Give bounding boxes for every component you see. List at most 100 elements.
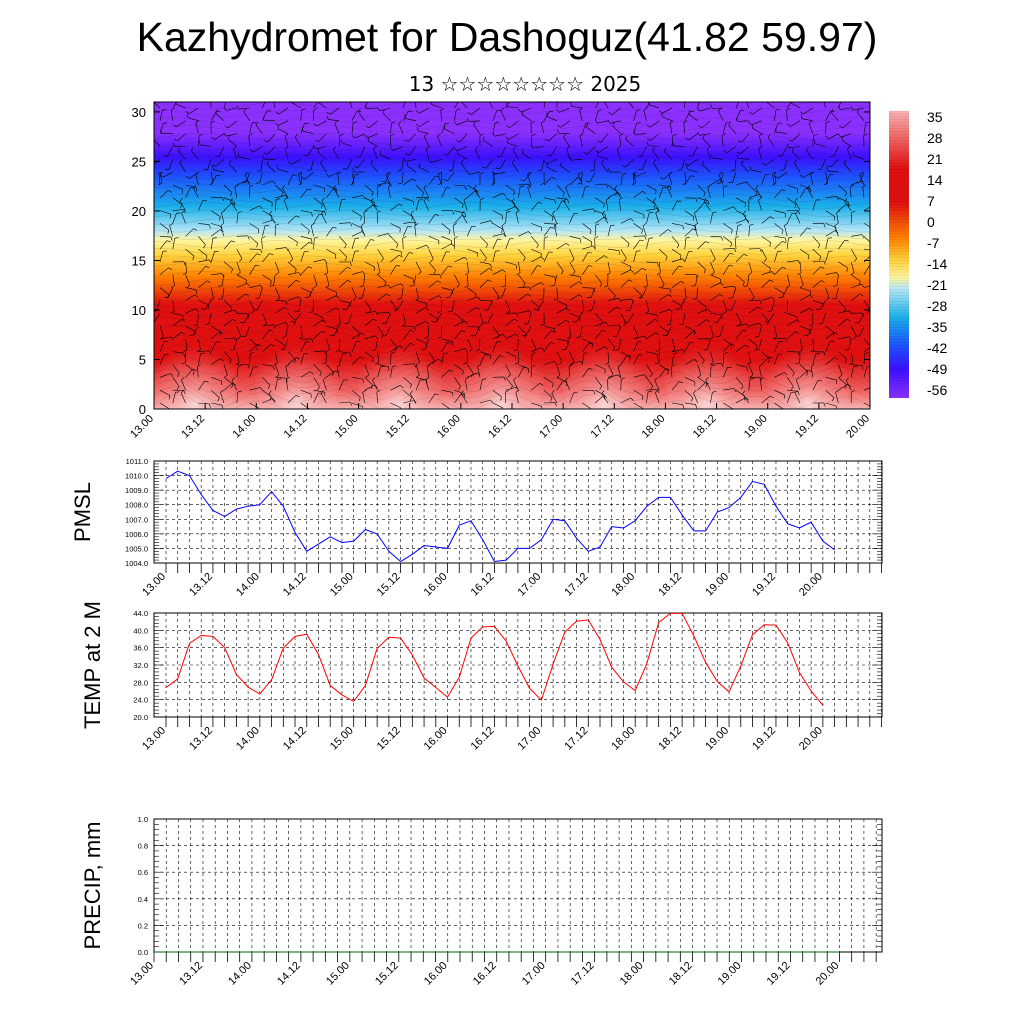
wind-barb (236, 325, 242, 340)
wind-barb (185, 228, 198, 237)
wind-barb (671, 402, 684, 409)
wind-barb (198, 380, 209, 391)
wind-barb (362, 389, 367, 404)
wind-barb (196, 338, 201, 353)
wind-barb (505, 211, 511, 224)
y-tick-label: 0.6 (138, 868, 148, 877)
wind-barb (851, 234, 865, 239)
wind-barb (722, 300, 728, 314)
wind-barb (322, 376, 327, 391)
wind-barb (370, 198, 378, 211)
y-tick-label: 0.8 (138, 842, 148, 851)
wind-barb (595, 322, 609, 327)
wind-barb (723, 402, 733, 409)
wind-barb (556, 338, 569, 345)
wind-barb (314, 133, 327, 142)
wind-barb (702, 160, 711, 173)
wind-barb (606, 261, 611, 276)
wind-barb (492, 223, 503, 234)
wind-barb (414, 223, 419, 237)
wind-barb (373, 146, 378, 160)
contour-line (154, 294, 870, 302)
wind-barb (583, 146, 596, 155)
wind-barb (703, 198, 711, 211)
wind-barb (230, 198, 238, 211)
wind-barb (466, 338, 473, 352)
wind-barb (863, 285, 870, 288)
wind-barb (164, 287, 174, 298)
wind-barb (453, 120, 468, 126)
wind-barb (264, 133, 276, 143)
wind-barb (403, 389, 412, 402)
wind-barb (556, 351, 563, 365)
wind-barb (390, 254, 403, 263)
wind-barb (595, 395, 608, 404)
wind-barb (787, 351, 800, 356)
wind-barb (159, 109, 167, 121)
wind-barb (172, 351, 185, 358)
wind-barb (198, 259, 212, 264)
wind-barb (457, 149, 468, 160)
wind-barb (313, 108, 318, 121)
wind-barb (838, 105, 852, 110)
wind-barb (648, 102, 660, 109)
wind-barb (339, 401, 353, 406)
wind-barb (786, 364, 795, 377)
wind-barb (619, 133, 624, 147)
wind-barb (809, 313, 814, 326)
wind-barb (198, 134, 204, 147)
wind-barb (255, 172, 263, 184)
wind-barb (381, 171, 391, 183)
wind-barb (172, 377, 180, 390)
wind-barb (684, 210, 695, 221)
wind-barb (722, 122, 730, 134)
wind-barb (236, 312, 250, 319)
wind-barb (697, 261, 706, 274)
wind-barb (711, 153, 724, 160)
warm-blob (255, 331, 340, 409)
wind-barb (642, 223, 647, 237)
wind-barb (653, 197, 660, 211)
wind-barb (710, 363, 724, 368)
wind-barb (607, 374, 622, 379)
wind-barb (185, 274, 191, 288)
wind-barb (815, 300, 826, 310)
wind-barb (287, 215, 300, 224)
contour-line (154, 248, 870, 256)
wind-barb (710, 211, 717, 224)
wind-barb (546, 163, 557, 173)
wind-barb (697, 201, 709, 211)
wind-barb (479, 268, 493, 275)
wind-barb (172, 237, 179, 250)
wind-barb (830, 108, 839, 121)
wind-barb (338, 353, 347, 365)
wind-barb (633, 287, 642, 300)
wind-barb (587, 300, 596, 312)
wind-barb (284, 133, 289, 147)
wind-barb (621, 159, 634, 168)
wind-barb (445, 287, 455, 298)
wind-barb (838, 102, 842, 109)
wind-barb (351, 195, 366, 199)
wind-barb (460, 159, 468, 173)
wind-barb (415, 351, 420, 365)
wind-barb (351, 271, 366, 275)
wind-barb (531, 300, 540, 312)
wind-barb (477, 364, 481, 378)
wind-barb (275, 107, 289, 115)
y-tick-label: 30 (132, 105, 146, 120)
wind-barb (851, 283, 865, 288)
wind-barb (454, 197, 464, 209)
wind-barb (775, 128, 788, 134)
wind-barb (844, 338, 852, 351)
wind-barb (287, 351, 296, 364)
wind-barb (262, 324, 276, 329)
wind-barb (236, 390, 242, 404)
wind-barb (582, 265, 593, 275)
wind-barb (767, 134, 775, 147)
wind-barb (838, 318, 851, 327)
wind-barb (586, 287, 596, 298)
wind-barb (839, 120, 852, 129)
wind-barb (633, 389, 644, 400)
wind-barb (454, 274, 460, 288)
